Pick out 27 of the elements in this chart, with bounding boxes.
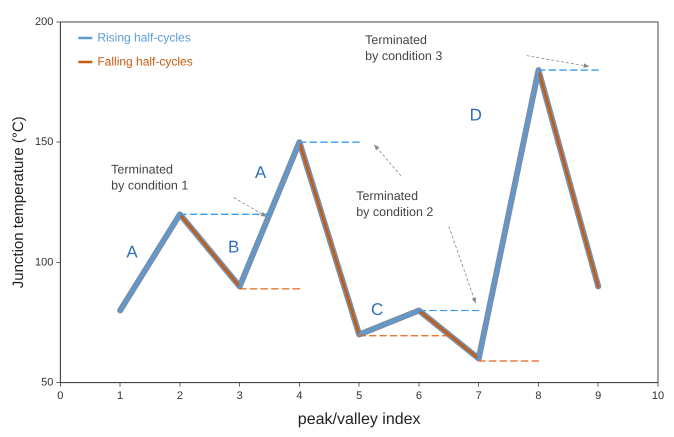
- annotation: D: [470, 105, 482, 124]
- annotation: Terminated by condition 3: [365, 32, 442, 63]
- x-tick-label: 9: [595, 390, 602, 402]
- legend-label: Rising half-cycles: [97, 30, 191, 44]
- annotation: Terminated by condition 1: [111, 162, 188, 193]
- annotation: A: [126, 242, 138, 262]
- x-tick-label: 3: [236, 390, 243, 402]
- y-tick-label: 200: [34, 16, 54, 28]
- x-tick-label: 10: [652, 390, 664, 402]
- x-tick-label: 0: [57, 390, 64, 402]
- x-axis-title: peak/valley index: [298, 410, 421, 428]
- x-tick-label: 4: [296, 390, 302, 402]
- x-tick-label: 2: [176, 390, 183, 402]
- y-tick-label: 150: [34, 136, 54, 148]
- annotation: B: [228, 238, 240, 257]
- annotation: A: [254, 163, 267, 182]
- x-tick-label: 6: [416, 390, 422, 402]
- x-tick-label: 1: [117, 390, 124, 402]
- legend-label: Falling half-cycles: [97, 54, 193, 68]
- x-tick-label: 8: [535, 390, 542, 402]
- y-axis-title: Junction temperature (°C): [10, 116, 28, 288]
- annotation: Terminated by condition 2: [356, 189, 434, 220]
- y-tick-label: 100: [34, 256, 54, 268]
- x-tick-label: 5: [356, 390, 362, 402]
- annotation: C: [370, 300, 384, 320]
- x-tick-label: 7: [476, 390, 482, 402]
- y-tick-label: 50: [41, 376, 54, 389]
